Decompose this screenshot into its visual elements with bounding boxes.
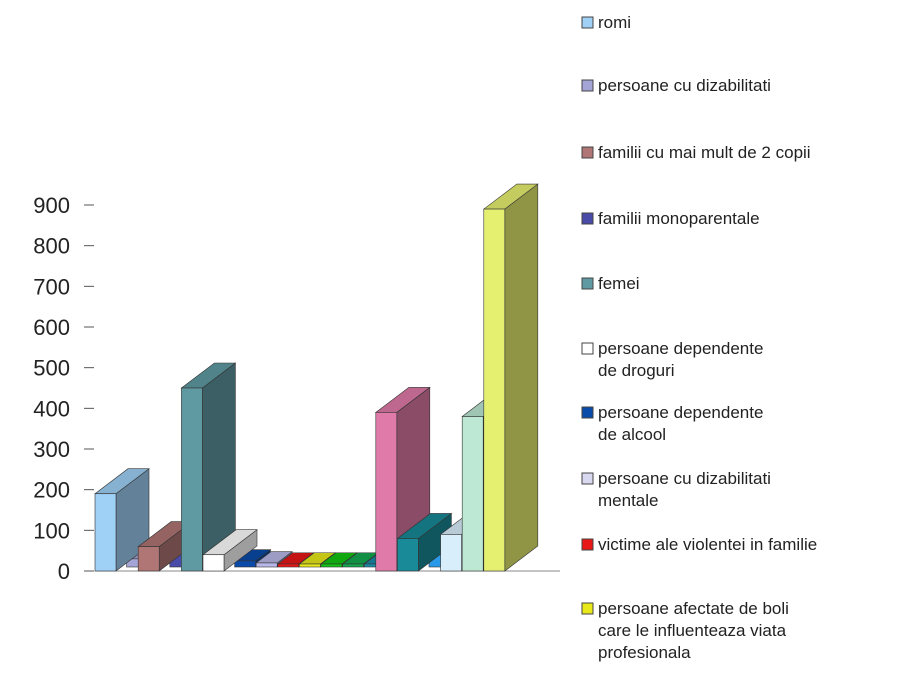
bars: [94, 183, 539, 572]
y-tick-label: 500: [33, 356, 70, 381]
legend-swatch: [581, 212, 594, 225]
bar-front-face: [234, 560, 256, 568]
legend-label: victime ale violentei in familie: [598, 535, 817, 554]
bar: [396, 512, 453, 572]
bar-front-face: [397, 538, 419, 572]
bar-front-face: [181, 387, 203, 572]
y-tick-label: 200: [33, 478, 70, 503]
bar-front-face: [94, 493, 117, 572]
legend-item: romi: [581, 13, 631, 32]
legend-label: familii cu mai mult de 2 copii: [598, 143, 811, 162]
y-tick-label: 400: [33, 396, 70, 421]
y-tick-label: 700: [33, 274, 70, 299]
bar-front-face: [137, 546, 160, 572]
bar-side-face: [504, 183, 539, 572]
legend-label: romi: [598, 13, 631, 32]
legend-item: persoane cu dizabilitati: [581, 76, 771, 95]
bar: [202, 529, 258, 572]
bar-front-face: [255, 562, 278, 568]
bar-front-face: [342, 563, 364, 568]
legend-label: femei: [598, 274, 640, 293]
legend-swatch: [581, 146, 594, 159]
legend-label: familii monoparentale: [598, 209, 760, 228]
legend-swatch: [581, 538, 594, 551]
legend-item: persoane dependente de droguri: [581, 339, 763, 380]
legend-swatch: [581, 406, 594, 419]
legend-label: persoane afectate de boli care le influen…: [598, 599, 789, 662]
bar-front-face: [461, 416, 484, 572]
y-tick-label: 800: [33, 234, 70, 259]
legend-swatch: [581, 602, 594, 615]
bar-front-face: [202, 554, 225, 572]
legend-item: persoane cu dizabilitati mentale: [581, 469, 771, 510]
legend-label: persoane cu dizabilitati mentale: [598, 469, 771, 510]
legend-swatch: [581, 342, 594, 355]
y-tick-label: 0: [58, 559, 70, 584]
legend-label: persoane dependente de droguri: [598, 339, 763, 380]
legend-item: persoane afectate de boli care le influen…: [581, 599, 789, 662]
y-tick-label: 600: [33, 315, 70, 340]
legend-swatch: [581, 472, 594, 485]
bar: [180, 362, 237, 572]
y-tick-label: 100: [33, 518, 70, 543]
legend-item: victime ale violentei in familie: [581, 535, 817, 554]
legend-item: familii monoparentale: [581, 209, 760, 228]
legend-item: femei: [581, 274, 640, 293]
bar-front-face: [277, 563, 300, 568]
legend: romi persoane cu dizabilitati familii cu m…: [581, 13, 817, 662]
legend-item: persoane dependente de alcool: [581, 403, 763, 444]
legend-item: familii cu mai mult de 2 copii: [581, 143, 811, 162]
y-tick-label: 300: [33, 437, 70, 462]
legend-label: persoane dependente de alcool: [598, 403, 763, 444]
bar-front-face: [440, 534, 462, 572]
y-axis: 0 100 200 300 400 500 600 700 800 900: [33, 193, 560, 584]
bar-front-face: [320, 563, 343, 568]
bar-front-face: [299, 563, 321, 568]
y-tick-label: 900: [33, 193, 70, 218]
legend-swatch: [581, 16, 594, 29]
bar-front-face: [483, 208, 506, 572]
bar: [482, 183, 539, 572]
legend-swatch: [581, 277, 594, 290]
legend-swatch: [581, 79, 594, 92]
legend-label: persoane cu dizabilitati: [598, 76, 771, 95]
bar-front-face: [375, 412, 398, 572]
